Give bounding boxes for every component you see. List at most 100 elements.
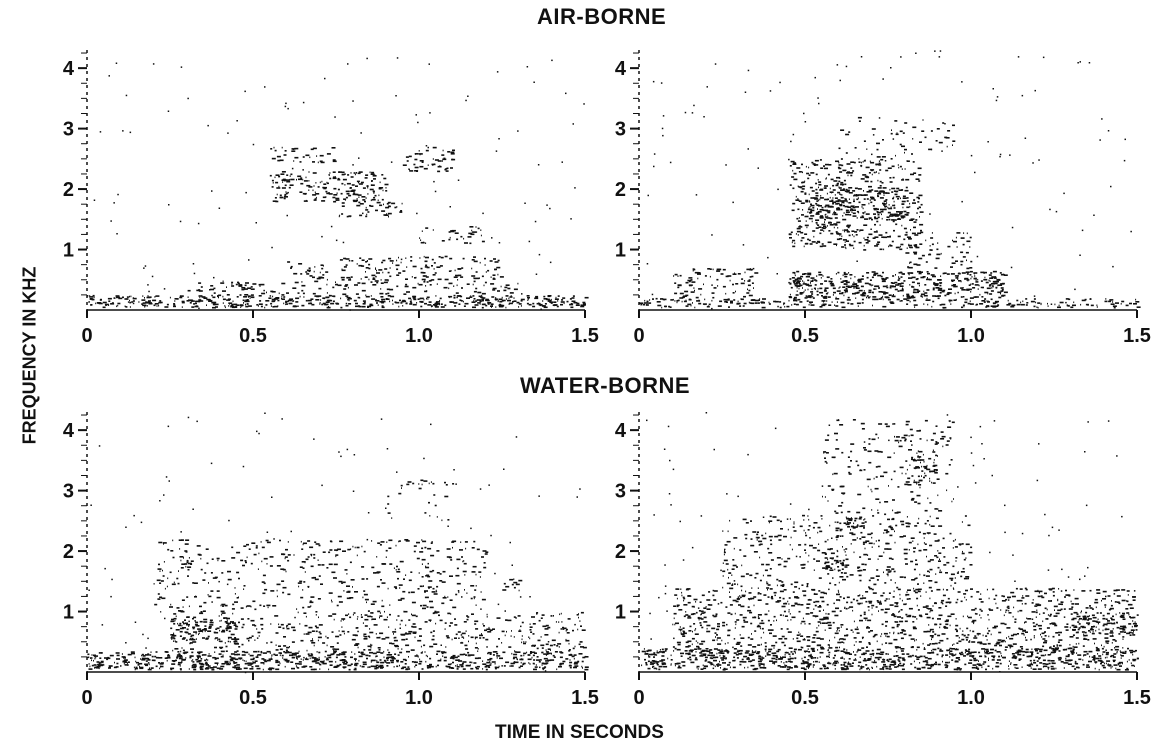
energy-mark xyxy=(226,294,230,296)
energy-mark xyxy=(264,588,268,591)
noise-mark xyxy=(1123,159,1126,162)
energy-mark xyxy=(372,612,374,614)
energy-mark xyxy=(886,202,888,204)
energy-mark xyxy=(796,270,800,273)
energy-mark xyxy=(346,193,350,195)
spectrogram-energy xyxy=(639,50,1141,310)
energy-mark xyxy=(239,294,242,296)
y-tick-label: 3 xyxy=(615,481,626,503)
energy-mark xyxy=(582,667,583,669)
energy-mark xyxy=(229,655,232,658)
energy-mark xyxy=(808,284,811,287)
energy-mark xyxy=(872,304,873,307)
energy-mark xyxy=(417,282,419,285)
energy-mark xyxy=(261,546,265,549)
energy-mark xyxy=(494,268,497,271)
energy-mark xyxy=(850,285,852,288)
noise-mark xyxy=(788,158,790,161)
energy-mark xyxy=(476,299,478,301)
energy-mark xyxy=(870,169,873,172)
energy-mark xyxy=(578,653,583,655)
energy-mark xyxy=(326,292,328,294)
energy-mark xyxy=(345,304,349,307)
energy-mark xyxy=(242,623,245,626)
energy-mark xyxy=(804,180,806,183)
energy-mark xyxy=(367,193,369,195)
energy-mark xyxy=(858,161,861,163)
y-tick-label: 2 xyxy=(63,179,74,201)
energy-mark xyxy=(466,615,469,617)
energy-mark xyxy=(762,298,766,300)
energy-mark xyxy=(901,145,905,148)
energy-mark xyxy=(725,299,730,301)
energy-mark xyxy=(263,605,266,607)
energy-mark xyxy=(397,648,399,650)
energy-mark xyxy=(246,299,249,301)
energy-mark xyxy=(386,213,387,215)
energy-mark xyxy=(826,276,830,278)
energy-mark xyxy=(89,665,91,668)
energy-mark xyxy=(995,300,999,303)
energy-mark xyxy=(529,652,532,654)
energy-mark xyxy=(242,564,245,567)
energy-mark xyxy=(369,204,371,207)
energy-mark xyxy=(372,652,377,655)
energy-mark xyxy=(532,654,535,657)
energy-mark xyxy=(428,501,430,504)
energy-mark xyxy=(267,606,269,609)
energy-mark xyxy=(863,224,868,226)
energy-mark xyxy=(857,305,859,307)
energy-mark xyxy=(379,632,384,635)
energy-mark xyxy=(151,659,155,662)
energy-mark xyxy=(560,301,565,303)
energy-mark xyxy=(872,296,877,298)
energy-mark xyxy=(371,198,376,201)
energy-mark xyxy=(754,299,759,302)
energy-mark xyxy=(533,663,535,665)
energy-mark xyxy=(328,193,333,195)
energy-mark xyxy=(491,304,493,306)
energy-mark xyxy=(282,181,284,183)
energy-mark xyxy=(363,633,367,636)
energy-mark xyxy=(689,284,692,287)
energy-mark xyxy=(419,237,421,239)
noise-mark xyxy=(248,259,250,261)
energy-mark xyxy=(481,556,484,558)
energy-mark xyxy=(335,199,340,201)
energy-mark xyxy=(108,304,110,306)
energy-mark xyxy=(688,280,691,283)
energy-mark xyxy=(858,289,863,292)
energy-mark xyxy=(289,646,290,648)
energy-mark xyxy=(448,295,453,298)
noise-mark xyxy=(113,202,115,204)
energy-mark xyxy=(361,578,365,580)
energy-mark xyxy=(795,298,797,300)
energy-mark xyxy=(463,653,466,656)
energy-mark xyxy=(494,662,496,665)
energy-mark xyxy=(796,277,799,280)
energy-mark xyxy=(838,186,840,188)
energy-mark xyxy=(580,646,584,648)
energy-mark xyxy=(926,289,930,291)
energy-mark xyxy=(305,176,307,179)
energy-mark xyxy=(796,227,801,230)
energy-mark xyxy=(561,299,564,301)
energy-mark xyxy=(515,583,520,586)
noise-mark xyxy=(695,194,698,196)
noise-mark xyxy=(248,640,250,642)
energy-mark xyxy=(439,265,443,267)
energy-mark xyxy=(266,650,271,653)
energy-mark xyxy=(918,206,920,208)
energy-mark xyxy=(210,572,213,574)
energy-mark xyxy=(720,657,725,659)
energy-mark xyxy=(326,567,329,569)
energy-mark xyxy=(251,666,254,668)
energy-mark xyxy=(248,664,252,666)
noise-mark xyxy=(271,496,273,498)
energy-mark xyxy=(875,288,877,290)
energy-mark xyxy=(915,278,918,281)
energy-mark xyxy=(963,305,965,308)
energy-mark xyxy=(278,626,282,628)
energy-mark xyxy=(462,257,465,260)
energy-mark xyxy=(386,659,389,661)
